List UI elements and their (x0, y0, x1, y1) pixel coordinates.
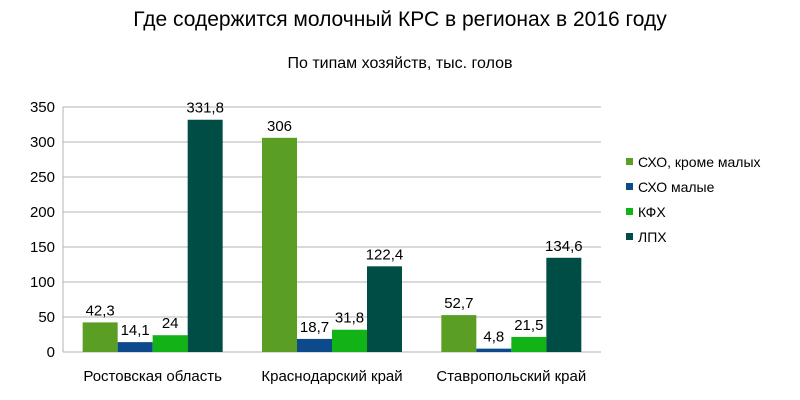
y-tick-label: 100 (30, 274, 55, 291)
x-category-label: Ростовская область (83, 368, 222, 385)
legend-swatch (626, 158, 633, 165)
x-category-label: Ставропольский край (436, 368, 586, 385)
bar (262, 137, 297, 352)
chart-subtitle: По типам хозяйств, тыс. голов (287, 55, 513, 72)
bar (476, 348, 512, 352)
data-label: 134,6 (545, 238, 583, 255)
data-label: 18,7 (300, 319, 329, 336)
bar (82, 322, 118, 352)
bar (187, 119, 223, 353)
y-tick-label: 250 (30, 169, 55, 186)
y-tick-label: 150 (30, 239, 55, 256)
bar (546, 257, 582, 352)
y-tick-label: 300 (30, 134, 55, 151)
data-label: 4,8 (483, 329, 504, 346)
bar (117, 342, 153, 352)
data-label: 14,1 (121, 322, 150, 339)
legend-label: СХО малые (638, 179, 715, 195)
data-label: 306 (267, 118, 292, 135)
bar (441, 315, 477, 352)
legend-label: ЛПХ (638, 229, 667, 245)
bar (511, 336, 547, 352)
legend-label: КФХ (638, 204, 666, 220)
bar (297, 338, 332, 352)
bar (152, 335, 188, 352)
data-label: 21,5 (514, 317, 543, 334)
data-label: 52,7 (444, 295, 473, 312)
chart-title: Где содержится молочный КРС в регионах в… (133, 8, 667, 31)
y-tick-label: 200 (30, 204, 55, 221)
data-label: 331,8 (186, 100, 224, 117)
bar (367, 266, 402, 352)
y-tick-label: 0 (47, 344, 55, 361)
x-category-label: Краснодарский край (261, 368, 402, 385)
legend-label: СХО, кроме малых (638, 154, 761, 170)
data-label: 31,8 (335, 310, 364, 327)
y-tick-label: 350 (30, 99, 55, 116)
data-label: 122,4 (366, 246, 404, 263)
legend-swatch (626, 183, 633, 190)
legend-swatch (626, 208, 633, 215)
y-tick-label: 50 (38, 309, 55, 326)
data-label: 42,3 (86, 302, 115, 319)
data-label: 24 (162, 315, 179, 332)
bar (332, 329, 367, 352)
legend-swatch (626, 233, 633, 240)
